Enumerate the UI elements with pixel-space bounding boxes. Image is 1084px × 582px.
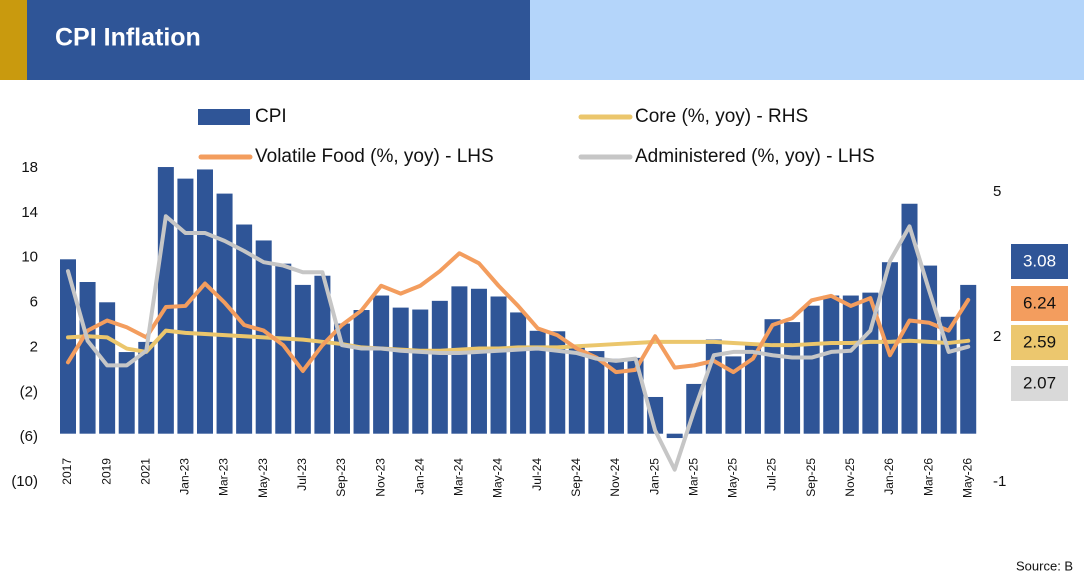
x-tick-label: Mar-25	[686, 458, 700, 496]
legend-label: Administered (%, yoy) - LHS	[635, 146, 875, 167]
legend-swatch	[198, 109, 250, 125]
y-tick-label: (2)	[20, 383, 38, 400]
chart-title: CPI Inflation	[55, 24, 201, 52]
x-tick-label: Nov-25	[843, 458, 857, 497]
bar	[118, 352, 135, 434]
bar	[353, 310, 370, 434]
bar	[568, 344, 585, 434]
legend-label: Volatile Food (%, yoy) - LHS	[255, 146, 494, 167]
bar	[588, 351, 605, 434]
bar	[60, 259, 76, 434]
header-accent	[0, 0, 27, 80]
bar	[392, 307, 409, 434]
x-tick-label: May-24	[491, 458, 505, 498]
bar	[862, 292, 879, 434]
bar	[216, 193, 233, 434]
bar	[373, 295, 390, 434]
header-band-light	[530, 0, 1084, 80]
bar	[138, 341, 155, 434]
y-tick-label: 14	[21, 204, 38, 221]
bar	[960, 284, 977, 434]
bar	[314, 275, 331, 434]
legend-label: CPI	[255, 106, 287, 127]
value-label: 6.24	[1023, 293, 1056, 312]
x-tick-label: Sep-25	[804, 458, 818, 497]
value-label: 2.07	[1023, 373, 1056, 392]
bar	[647, 396, 664, 434]
bar	[784, 322, 801, 434]
bar	[275, 263, 292, 434]
x-tick-label: 2017	[60, 458, 74, 485]
bar	[157, 167, 174, 434]
bar	[451, 286, 468, 434]
x-tick-label: Jul-23	[295, 458, 309, 491]
y-tick-label: 18	[21, 159, 38, 176]
x-tick-label: Mar-26	[921, 458, 935, 496]
x-tick-label: Nov-24	[608, 458, 622, 497]
value-box	[1011, 325, 1068, 360]
x-tick-label: Mar-23	[217, 458, 231, 496]
bar	[431, 300, 448, 434]
bar	[607, 358, 624, 434]
bar	[470, 288, 487, 434]
value-box	[1011, 244, 1068, 279]
y2-tick-label: 2	[993, 328, 1001, 345]
source: Source: B	[1016, 558, 1073, 573]
bar	[529, 330, 546, 434]
bar	[333, 323, 350, 434]
bar	[803, 305, 820, 434]
header-band	[27, 0, 530, 80]
x-tick-label: Jan-23	[178, 458, 192, 495]
value-label: 3.08	[1023, 251, 1056, 270]
value-box	[1011, 286, 1068, 321]
bar	[764, 319, 781, 434]
y-tick-label: (6)	[20, 428, 38, 445]
x-tick-label: Jan-24	[412, 458, 426, 495]
x-tick-label: Nov-23	[373, 458, 387, 497]
bar	[725, 356, 742, 434]
bar	[823, 295, 840, 434]
x-tick-label: May-23	[256, 458, 270, 498]
bar	[510, 312, 527, 434]
bar	[940, 316, 957, 434]
bar	[549, 331, 566, 434]
x-tick-label: Jan-26	[882, 458, 896, 495]
line	[66, 328, 971, 354]
x-tick-label: Mar-24	[452, 458, 466, 496]
legend-label: Core (%, yoy) - RHS	[635, 106, 808, 127]
bar	[744, 343, 761, 434]
line	[66, 251, 971, 375]
bar	[490, 296, 507, 434]
bar	[842, 295, 859, 434]
bar	[666, 433, 683, 439]
x-tick-label: May-26	[960, 458, 974, 498]
x-tick-label: Jan-25	[647, 458, 661, 495]
bar	[412, 309, 429, 434]
x-tick-label: Sep-23	[334, 458, 348, 497]
y-tick-label: (10)	[11, 473, 38, 490]
x-tick-label: Jul-24	[530, 458, 544, 491]
y-tick-label: 10	[21, 249, 38, 266]
x-tick-label: May-25	[726, 458, 740, 498]
y2-tick-label: 5	[993, 183, 1001, 200]
y-tick-label: 6	[30, 294, 38, 311]
bar	[294, 284, 311, 434]
y2-tick-label: -1	[993, 473, 1006, 490]
value-box	[1011, 366, 1068, 401]
x-tick-label: Jul-25	[765, 458, 779, 491]
bar	[236, 224, 253, 434]
y-tick-label: 2	[30, 338, 38, 355]
x-tick-label: 2019	[99, 458, 113, 485]
value-label: 2.59	[1023, 332, 1056, 351]
bar	[196, 169, 213, 434]
bar	[79, 282, 96, 434]
line	[66, 214, 971, 472]
bar	[881, 262, 898, 434]
x-tick-label: 2021	[138, 458, 152, 485]
x-tick-label: Sep-24	[569, 458, 583, 497]
